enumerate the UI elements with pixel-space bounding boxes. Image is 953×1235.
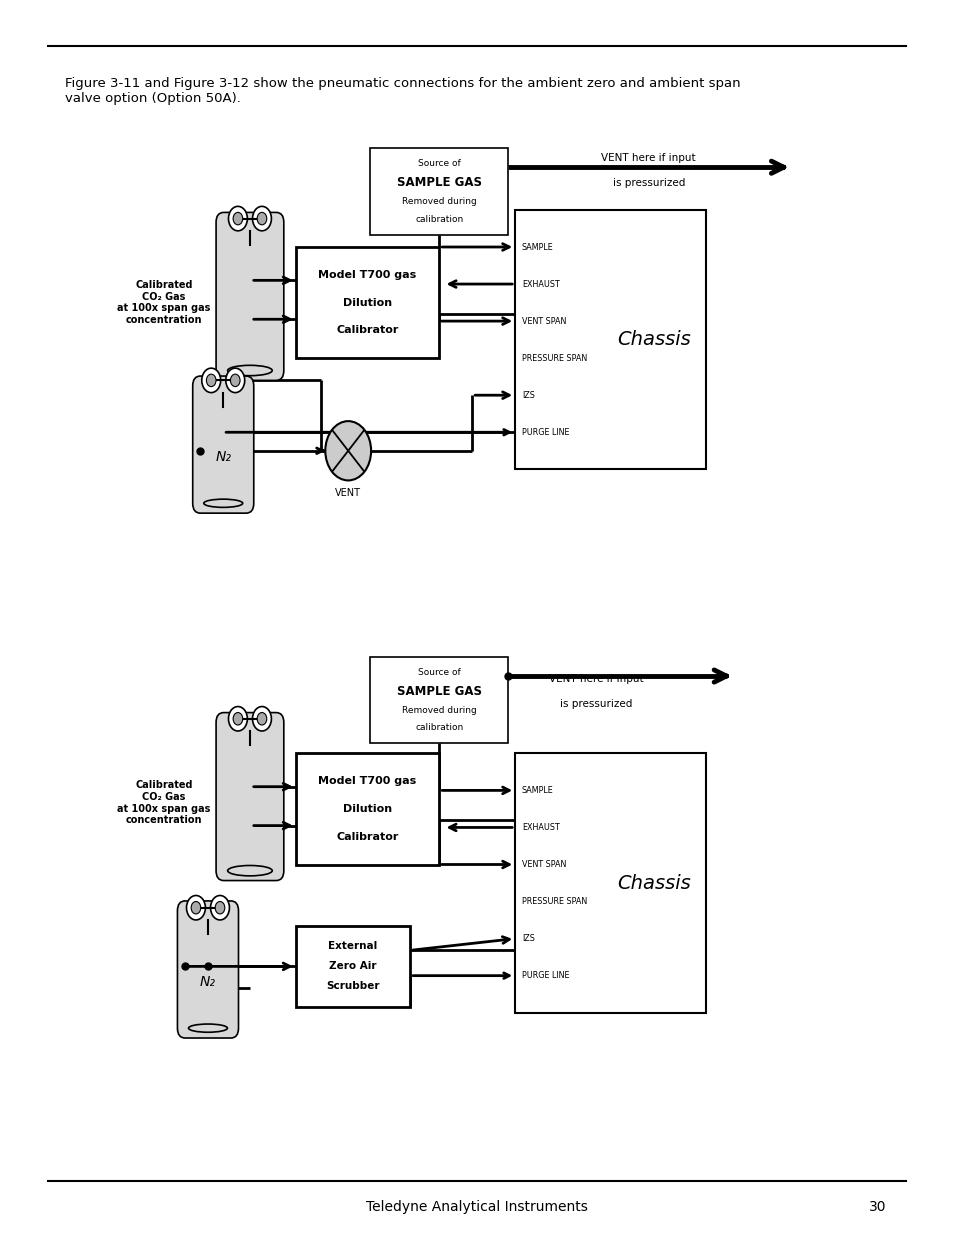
Text: VENT SPAN: VENT SPAN: [521, 316, 566, 326]
Text: SAMPLE GAS: SAMPLE GAS: [396, 685, 481, 698]
Text: calibration: calibration: [415, 724, 463, 732]
Text: is pressurized: is pressurized: [559, 699, 632, 709]
Text: VENT SPAN: VENT SPAN: [521, 860, 566, 869]
Text: Source of: Source of: [417, 668, 460, 677]
Circle shape: [206, 374, 215, 387]
Circle shape: [201, 368, 220, 393]
Ellipse shape: [204, 499, 242, 508]
Text: Zero Air: Zero Air: [329, 961, 376, 972]
Text: Calibrator: Calibrator: [335, 325, 398, 336]
FancyBboxPatch shape: [193, 375, 253, 514]
FancyBboxPatch shape: [215, 713, 283, 881]
Text: Teledyne Analytical Instruments: Teledyne Analytical Instruments: [366, 1199, 587, 1214]
Text: Removed during: Removed during: [401, 706, 476, 715]
Text: Model T700 gas: Model T700 gas: [318, 269, 416, 280]
Text: Chassis: Chassis: [617, 330, 691, 350]
Text: SAMPLE: SAMPLE: [521, 242, 553, 252]
Circle shape: [253, 706, 271, 731]
Text: Dilution: Dilution: [342, 298, 392, 308]
Ellipse shape: [228, 366, 272, 375]
Circle shape: [229, 706, 247, 731]
Bar: [370, 657, 508, 743]
Ellipse shape: [228, 866, 272, 876]
Circle shape: [215, 902, 225, 914]
Text: N₂: N₂: [200, 974, 215, 989]
FancyBboxPatch shape: [215, 212, 283, 380]
Circle shape: [229, 206, 247, 231]
Text: Source of: Source of: [417, 159, 460, 168]
Text: Calibrator: Calibrator: [335, 831, 398, 842]
Text: PRESSURE SPAN: PRESSURE SPAN: [521, 353, 586, 363]
Text: PRESSURE SPAN: PRESSURE SPAN: [521, 897, 586, 906]
Circle shape: [325, 421, 371, 480]
Circle shape: [257, 212, 267, 225]
Text: Calibrated
CO₂ Gas
at 100x span gas
concentration: Calibrated CO₂ Gas at 100x span gas conc…: [117, 280, 211, 325]
Circle shape: [211, 895, 229, 920]
Circle shape: [226, 368, 244, 393]
Circle shape: [231, 374, 240, 387]
Bar: [515, 210, 705, 469]
Text: IZS: IZS: [521, 934, 534, 944]
Bar: [370, 148, 508, 235]
Text: Chassis: Chassis: [617, 873, 691, 893]
Text: VENT here if input: VENT here if input: [600, 153, 696, 163]
Bar: [295, 247, 438, 358]
Text: EXHAUST: EXHAUST: [521, 823, 559, 832]
Text: calibration: calibration: [415, 215, 463, 224]
Text: Removed during: Removed during: [401, 198, 476, 206]
Ellipse shape: [189, 1024, 227, 1032]
FancyBboxPatch shape: [177, 902, 238, 1037]
Circle shape: [233, 212, 242, 225]
Text: PURGE LINE: PURGE LINE: [521, 427, 569, 437]
Bar: [295, 926, 410, 1007]
Text: EXHAUST: EXHAUST: [521, 279, 559, 289]
Text: External: External: [328, 941, 377, 951]
Text: Model T700 gas: Model T700 gas: [318, 776, 416, 787]
Text: N₂: N₂: [215, 450, 231, 464]
Circle shape: [186, 895, 205, 920]
Text: Figure 3-11 and Figure 3-12 show the pneumatic connections for the ambient zero : Figure 3-11 and Figure 3-12 show the pne…: [65, 77, 740, 105]
Text: Calibrated
CO₂ Gas
at 100x span gas
concentration: Calibrated CO₂ Gas at 100x span gas conc…: [117, 781, 211, 825]
Text: SAMPLE: SAMPLE: [521, 785, 553, 795]
Circle shape: [253, 206, 271, 231]
Text: IZS: IZS: [521, 390, 534, 400]
Text: SAMPLE GAS: SAMPLE GAS: [396, 177, 481, 189]
Circle shape: [191, 902, 200, 914]
Text: 30: 30: [868, 1199, 885, 1214]
Text: Dilution: Dilution: [342, 804, 392, 814]
Text: VENT: VENT: [335, 488, 361, 498]
Bar: [295, 753, 438, 864]
Bar: [515, 753, 705, 1013]
Circle shape: [257, 713, 267, 725]
Text: is pressurized: is pressurized: [612, 178, 684, 188]
Text: VENT here if input: VENT here if input: [548, 674, 643, 684]
Text: PURGE LINE: PURGE LINE: [521, 971, 569, 981]
Circle shape: [233, 713, 242, 725]
Text: Scrubber: Scrubber: [326, 982, 379, 992]
